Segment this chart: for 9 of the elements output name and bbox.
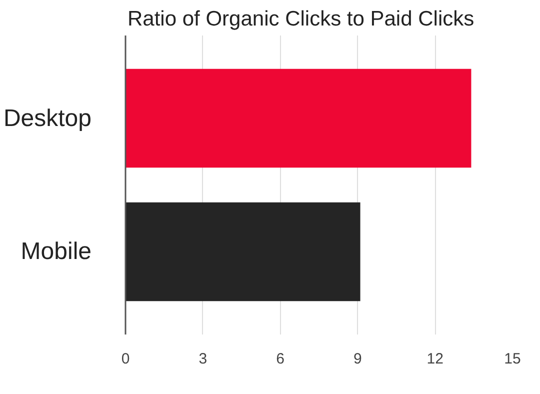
x-tick-label: 12 (426, 350, 444, 368)
x-tick-label: 6 (276, 350, 284, 368)
y-tick-label: Desktop (3, 104, 92, 132)
x-tick-label: 9 (354, 350, 362, 368)
x-tick-label: 15 (504, 350, 521, 368)
y-tick-label: Mobile (20, 238, 92, 266)
x-tick-label: 3 (198, 350, 208, 368)
chart-title: Ratio of Organic Clicks to Paid Clicks (128, 8, 474, 30)
x-tick-label: 0 (121, 350, 130, 368)
